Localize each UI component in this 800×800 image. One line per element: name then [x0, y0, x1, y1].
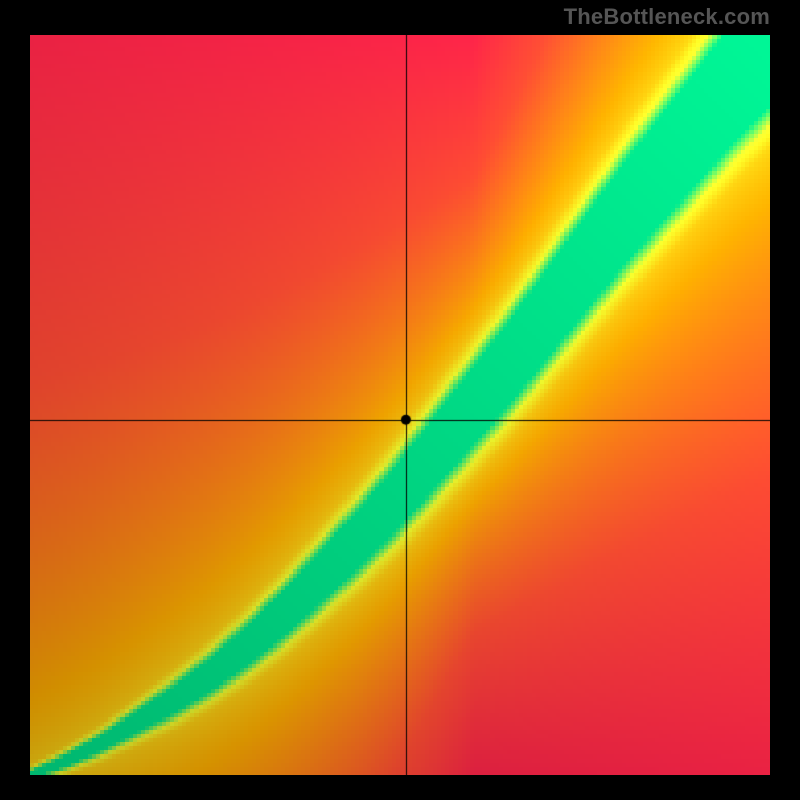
- watermark-text: TheBottleneck.com: [564, 4, 770, 30]
- crosshair-overlay: [30, 35, 770, 775]
- chart-container: TheBottleneck.com: [0, 0, 800, 800]
